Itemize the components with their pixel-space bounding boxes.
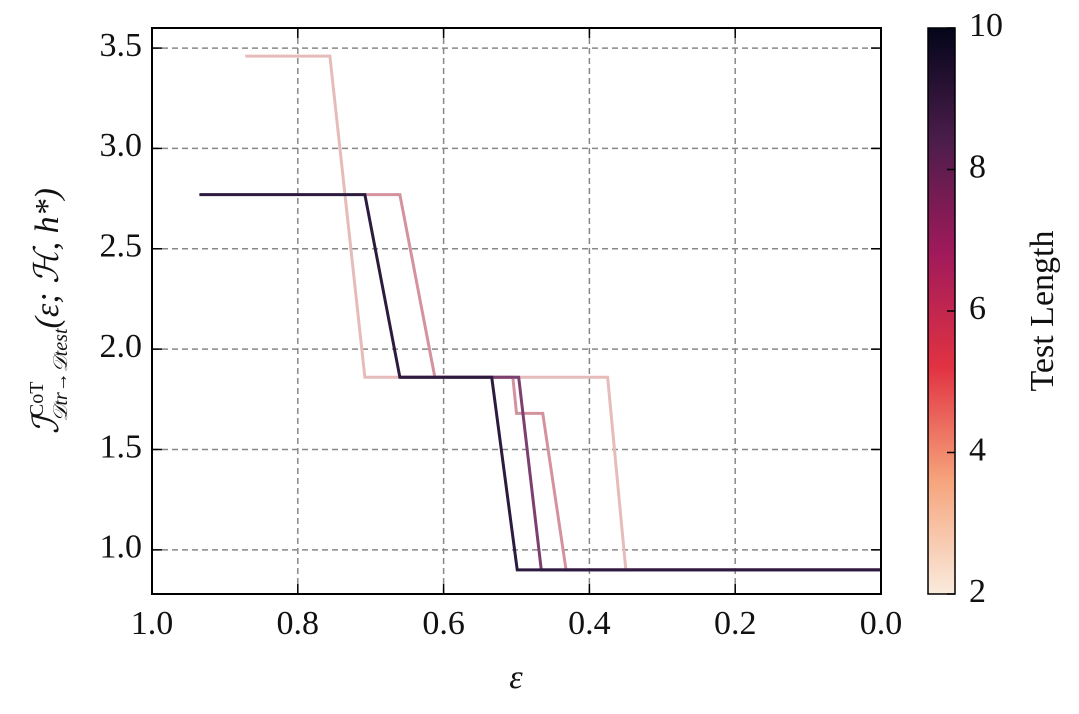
x-tick-label: 1.0 (131, 605, 174, 642)
y-label-sup: CoT (26, 382, 48, 418)
x-tick-label: 0.4 (568, 605, 611, 642)
y-tick-label: 3.5 (100, 27, 143, 64)
data-line (364, 193, 881, 572)
x-tick-label: 0.8 (277, 605, 320, 642)
y-tick-label: 2.5 (100, 228, 143, 265)
colorbar-tick-label: 10 (969, 7, 1003, 44)
x-tick-label: 0.0 (860, 605, 903, 642)
data-line (199, 193, 881, 572)
x-tick-label: 0.2 (714, 605, 757, 642)
y-tick-label: 1.5 (100, 428, 143, 465)
colorbar-label: Test Length (1024, 231, 1061, 392)
data-line (245, 54, 881, 572)
plot-frame (151, 27, 882, 595)
y-tick-label: 2.0 (100, 328, 143, 365)
x-tick-label: 0.6 (422, 605, 465, 642)
y-tick-label: 3.0 (100, 127, 143, 164)
data-line (399, 375, 881, 572)
colorbar-tick-label: 6 (969, 290, 986, 327)
y-tick-label: 1.0 (100, 529, 143, 566)
colorbar-tick-label: 4 (969, 431, 986, 468)
colorbar-tick-label: 2 (969, 573, 986, 610)
y-axis-label: ℐCoT 𝒟tr→𝒟test(ε; ℋ, h*) (26, 188, 72, 434)
x-axis-label: ε (509, 659, 523, 696)
colorbar-tick-label: 8 (969, 148, 986, 185)
y-label-sub: 𝒟tr→𝒟test (50, 328, 72, 421)
y-label-arg: (ε; ℋ, h*) (29, 188, 66, 328)
